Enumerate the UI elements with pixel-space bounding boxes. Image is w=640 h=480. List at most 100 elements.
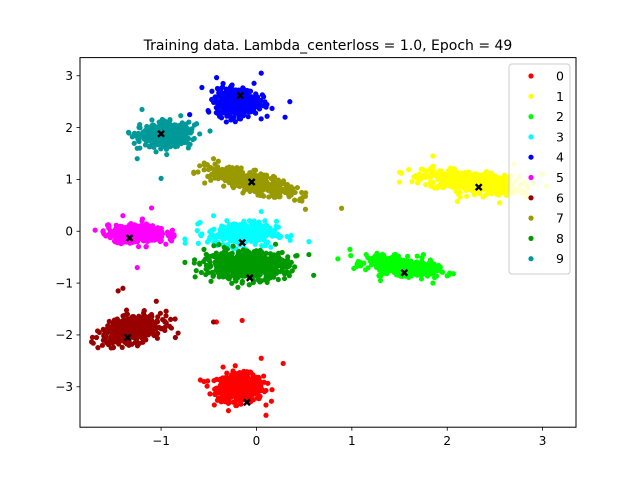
point	[207, 164, 214, 171]
point	[431, 261, 437, 267]
point	[244, 87, 250, 94]
point	[227, 262, 233, 268]
point	[203, 271, 209, 278]
point	[204, 239, 211, 245]
point	[152, 323, 158, 329]
point	[487, 180, 493, 186]
point	[214, 85, 221, 92]
point	[231, 114, 237, 120]
point	[243, 180, 249, 186]
point	[234, 172, 240, 178]
point	[213, 105, 219, 111]
point	[131, 222, 137, 228]
point	[225, 408, 232, 414]
point	[275, 250, 282, 256]
point	[264, 279, 270, 285]
point	[142, 329, 148, 336]
plot-frame	[79, 57, 577, 428]
point	[498, 183, 504, 189]
point	[259, 243, 265, 249]
point	[149, 117, 155, 123]
point	[423, 264, 429, 270]
point	[167, 143, 174, 150]
point	[155, 330, 161, 337]
point	[148, 205, 155, 211]
cluster-centers	[123, 91, 483, 407]
point	[158, 175, 164, 181]
point	[264, 257, 270, 263]
point	[219, 95, 225, 102]
y-tick-label: 2	[65, 121, 73, 135]
center-marker-4	[236, 91, 245, 100]
point	[292, 264, 298, 270]
point	[239, 280, 245, 286]
point	[219, 229, 225, 235]
point	[224, 172, 230, 178]
point	[224, 218, 230, 224]
point	[376, 267, 383, 273]
point	[253, 101, 259, 107]
point	[224, 370, 230, 376]
point	[240, 247, 246, 253]
point	[191, 170, 197, 176]
point	[216, 241, 222, 248]
point	[155, 142, 161, 148]
point	[463, 186, 469, 192]
point	[235, 250, 241, 256]
point	[209, 88, 215, 94]
point	[454, 198, 460, 204]
point	[157, 231, 163, 237]
series-0-points	[197, 317, 286, 418]
point	[226, 274, 232, 280]
point	[281, 275, 288, 282]
point	[205, 173, 211, 179]
point	[139, 218, 145, 224]
point	[348, 253, 354, 259]
point	[486, 189, 492, 195]
point	[237, 183, 243, 189]
series-4-points	[187, 70, 293, 125]
point	[258, 187, 264, 194]
point	[178, 113, 184, 119]
point	[183, 132, 189, 138]
point	[365, 265, 371, 271]
point	[285, 254, 291, 260]
legend-label-1: 1	[556, 89, 564, 104]
point	[225, 241, 231, 248]
point	[303, 190, 309, 196]
point	[138, 331, 144, 337]
point	[397, 257, 404, 263]
point	[238, 401, 244, 407]
point	[142, 135, 148, 141]
point	[159, 121, 165, 127]
point	[258, 383, 264, 389]
point	[260, 225, 266, 231]
point	[164, 229, 171, 235]
point	[253, 91, 259, 97]
y-tick-label: 0	[65, 225, 73, 239]
point	[450, 271, 456, 277]
point	[280, 360, 286, 367]
point	[422, 172, 428, 178]
point	[481, 179, 488, 185]
point	[412, 266, 419, 272]
center-marker-5	[125, 234, 134, 242]
point	[286, 270, 292, 276]
x-tick-label: 3	[539, 434, 547, 448]
point	[418, 276, 425, 282]
point	[220, 80, 226, 87]
point	[223, 86, 230, 93]
point	[258, 260, 264, 266]
point	[120, 318, 126, 324]
point	[415, 176, 421, 182]
point	[261, 94, 267, 100]
point	[462, 170, 468, 176]
point	[426, 260, 432, 266]
point	[212, 237, 218, 243]
point	[275, 276, 281, 283]
data-points	[88, 70, 549, 418]
point	[220, 364, 226, 370]
point	[268, 255, 274, 261]
point	[146, 226, 152, 232]
